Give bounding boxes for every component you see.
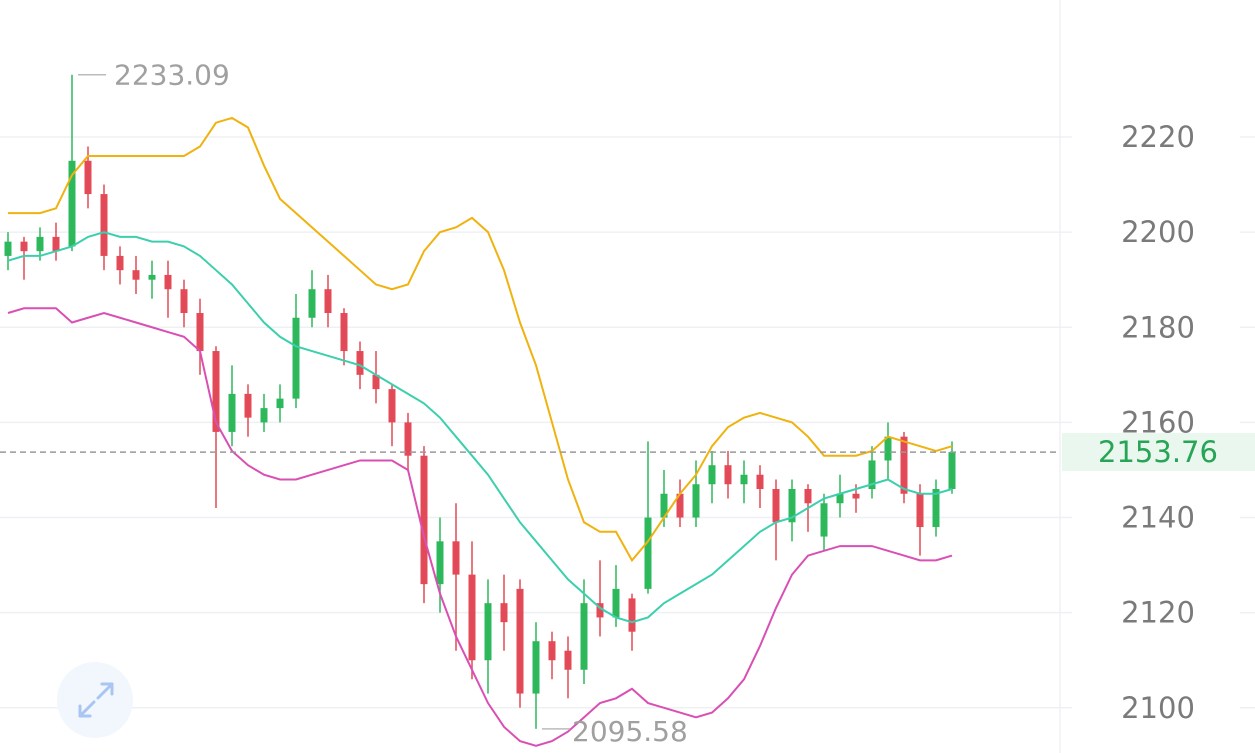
- candle-body: [420, 455, 428, 585]
- candle-body: [116, 255, 124, 271]
- candle-body: [196, 312, 204, 352]
- candle-body: [932, 488, 940, 528]
- y-tick-label: 2220: [1121, 120, 1195, 154]
- candle-body: [260, 408, 268, 423]
- band-line: [7, 307, 953, 747]
- candle-body: [724, 465, 732, 485]
- candle-body: [132, 270, 140, 280]
- candle-body: [276, 398, 284, 409]
- candle-body: [564, 650, 572, 670]
- candle-body: [708, 465, 716, 485]
- candle-body: [532, 641, 540, 694]
- candle-body: [228, 393, 236, 432]
- candle-body: [36, 236, 44, 252]
- low-annotation: 2095.58: [572, 715, 688, 748]
- y-tick-label: 2180: [1121, 310, 1195, 344]
- candle-body: [324, 289, 332, 313]
- candle-body: [148, 274, 156, 280]
- candle-body: [484, 603, 492, 661]
- candle-body: [868, 460, 876, 489]
- candle-body: [660, 493, 668, 518]
- candle-body: [356, 351, 364, 375]
- candle-body: [884, 436, 892, 461]
- expand-button-bg[interactable]: [57, 662, 133, 738]
- candle-body: [388, 389, 396, 423]
- candle-body: [820, 503, 828, 537]
- candle-body: [548, 641, 556, 661]
- candle-body: [212, 351, 220, 432]
- band-line: [7, 231, 953, 624]
- candle-body: [580, 603, 588, 670]
- candle-body: [756, 474, 764, 489]
- candle-body: [52, 236, 60, 252]
- candle-body: [596, 603, 604, 618]
- y-tick-label: 2100: [1121, 691, 1195, 725]
- high-annotation: 2233.09: [114, 59, 230, 92]
- candle-body: [372, 374, 380, 390]
- candle-body: [612, 588, 620, 618]
- candle-body: [916, 493, 924, 528]
- candle-body: [84, 160, 92, 195]
- candle-body: [164, 274, 172, 290]
- expand-button[interactable]: [57, 662, 133, 738]
- candle-body: [852, 493, 860, 499]
- candle-body: [436, 541, 444, 585]
- band-line: [8, 116, 953, 563]
- candle-body: [900, 436, 908, 494]
- candle-body: [4, 241, 12, 256]
- candle-body: [692, 484, 700, 518]
- candle-body: [468, 574, 476, 661]
- candle-body: [180, 289, 188, 313]
- candle-body: [644, 517, 652, 589]
- candle-body: [452, 541, 460, 575]
- candle-body: [516, 588, 524, 694]
- candle-body: [68, 160, 76, 247]
- y-tick-label: 2120: [1121, 596, 1195, 630]
- candle-body: [244, 393, 252, 418]
- last-price-label: 2153.76: [1098, 435, 1218, 469]
- candle-body: [404, 422, 412, 456]
- candle-body: [676, 493, 684, 518]
- candle-body: [340, 312, 348, 352]
- candle-body: [100, 194, 108, 256]
- candle-body: [628, 598, 636, 632]
- y-tick-label: 2200: [1121, 215, 1195, 249]
- candle-body: [500, 603, 508, 623]
- candle-body: [308, 289, 316, 318]
- candle-body: [20, 241, 28, 252]
- candle-body: [836, 493, 844, 504]
- candle-body: [788, 488, 796, 523]
- candle-body: [292, 317, 300, 399]
- candle-body: [948, 452, 956, 489]
- candle-body: [804, 488, 812, 504]
- expand-icon[interactable]: [78, 682, 114, 718]
- candle-body: [740, 474, 748, 485]
- candle-body: [772, 488, 780, 523]
- last-price-tag: [1062, 433, 1255, 472]
- y-tick-label: 2140: [1121, 501, 1195, 535]
